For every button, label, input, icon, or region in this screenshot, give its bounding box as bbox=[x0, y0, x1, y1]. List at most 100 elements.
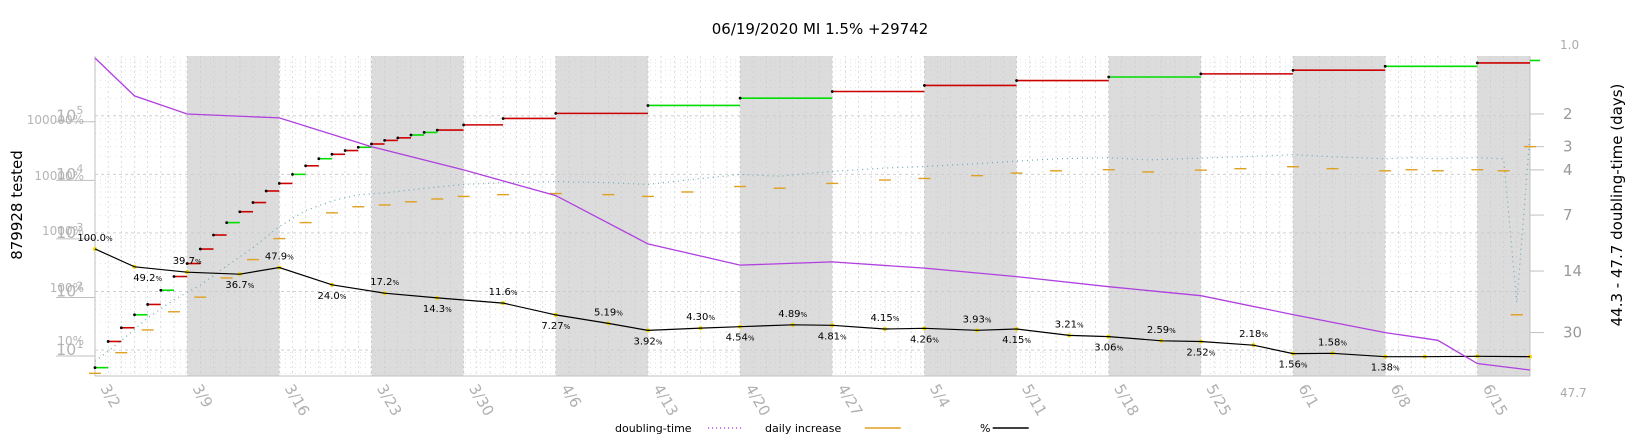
pct-data-label: 11.6% bbox=[489, 287, 518, 298]
pct-data-label: 14.3% bbox=[423, 304, 452, 315]
tested-point bbox=[462, 123, 466, 127]
y-left-pct-tick-label: 100000% bbox=[27, 113, 84, 127]
x-tick-label: 4/27 bbox=[834, 381, 866, 419]
y-left-pct-tick-label: 1000% bbox=[42, 224, 84, 238]
y-left-tick-label: 104 bbox=[56, 162, 83, 183]
legend: doubling-time daily increase% bbox=[615, 422, 1029, 435]
x-tick-label: 4/20 bbox=[742, 381, 774, 419]
x-tick-label: 6/1 bbox=[1295, 381, 1323, 411]
pct-data-label: 5.19% bbox=[594, 307, 623, 318]
y-right-tick-label: 4 bbox=[1563, 161, 1573, 179]
pct-data-label: 4.81% bbox=[818, 331, 847, 342]
pct-data-label: 4.26% bbox=[910, 334, 939, 345]
x-tick-label: 4/6 bbox=[557, 381, 585, 411]
pct-data-label: 3.93% bbox=[963, 314, 992, 325]
tested-point bbox=[1291, 68, 1295, 72]
tested-point bbox=[198, 247, 202, 251]
tested-point bbox=[146, 303, 150, 306]
tested-point bbox=[1015, 79, 1018, 82]
y-right-tick-label: 47.7 bbox=[1560, 386, 1587, 400]
tested-point bbox=[830, 90, 834, 93]
y-right-tick-label: 1.0 bbox=[1560, 38, 1579, 52]
y-left-pct-tick-label: 10% bbox=[57, 334, 84, 348]
pct-data-label: 1.56% bbox=[1279, 360, 1308, 371]
tested-point bbox=[172, 275, 176, 278]
pct-data-label: 4.54% bbox=[726, 333, 755, 344]
y-left-pct-tick-label: 100% bbox=[50, 281, 84, 295]
tested-point bbox=[923, 84, 926, 87]
tested-point bbox=[646, 104, 650, 107]
pct-data-label: 3.21% bbox=[1055, 319, 1084, 330]
x-tick-label: 3/2 bbox=[97, 381, 125, 411]
x-tick-label: 6/15 bbox=[1479, 381, 1511, 419]
y-right-tick-label: 14 bbox=[1563, 262, 1582, 280]
pct-data-label: 7.27% bbox=[541, 321, 570, 332]
legend-label-2: % bbox=[980, 422, 990, 435]
x-tick-label: 5/25 bbox=[1202, 381, 1234, 419]
legend-label-0: doubling-time bbox=[615, 422, 692, 435]
tested-point bbox=[422, 131, 426, 134]
tested-point bbox=[356, 145, 360, 149]
shaded-week-6-1 bbox=[1293, 56, 1386, 376]
tested-point bbox=[435, 128, 439, 132]
x-tick-label: 5/11 bbox=[1018, 381, 1050, 419]
pct-data-label: 36.7% bbox=[225, 280, 254, 291]
legend-label-1: daily increase bbox=[765, 422, 841, 435]
tested-point bbox=[264, 189, 268, 193]
tested-point bbox=[501, 117, 505, 120]
tested-point bbox=[304, 164, 308, 168]
pct-data-label: 4.89% bbox=[778, 309, 807, 320]
x-tick-label: 5/18 bbox=[1110, 381, 1142, 419]
y-right-tick-label: 30 bbox=[1563, 324, 1582, 342]
tested-point bbox=[1475, 61, 1479, 65]
pct-line bbox=[94, 248, 1531, 358]
y-left-pct-tick-label: 10000% bbox=[34, 169, 84, 183]
x-tick-label: 3/23 bbox=[373, 381, 405, 419]
shaded-week-3-9 bbox=[187, 56, 280, 376]
tested-point bbox=[119, 326, 123, 330]
pct-data-label: 3.06% bbox=[1094, 343, 1123, 354]
pct-data-label: 39.7% bbox=[173, 256, 202, 267]
tested-point bbox=[396, 136, 400, 140]
chart-title: 06/19/2020 MI 1.5% +29742 bbox=[712, 20, 929, 38]
shaded-week-4-20 bbox=[740, 56, 833, 376]
tested-point bbox=[291, 172, 294, 176]
tested-point bbox=[330, 152, 334, 156]
pct-data-label: 4.30% bbox=[686, 312, 715, 323]
tested-point bbox=[1107, 75, 1111, 79]
pct-data-label: 4.15% bbox=[870, 313, 899, 324]
y-right-tick-label: 7 bbox=[1563, 206, 1573, 224]
tested-point bbox=[554, 111, 558, 115]
tested-point bbox=[343, 149, 347, 152]
pct-data-label: 24.0% bbox=[318, 291, 347, 302]
tested-point bbox=[106, 340, 110, 343]
tested-point bbox=[1199, 72, 1203, 76]
y-left-tick-label: 101 bbox=[56, 338, 83, 359]
series-layer bbox=[89, 57, 1540, 375]
pct-data-label: 47.9% bbox=[265, 251, 294, 262]
x-tick-label: 3/9 bbox=[189, 381, 217, 411]
x-tick-label: 4/13 bbox=[649, 381, 681, 419]
tested-point bbox=[1383, 64, 1387, 68]
tested-point bbox=[317, 157, 321, 161]
x-tick-label: 3/16 bbox=[281, 381, 313, 419]
tested-point bbox=[185, 262, 189, 265]
y-left-tick-label: 103 bbox=[56, 221, 83, 242]
label-layer: 100.0% 49.2% 39.7% 36.7% 47.9% 24.0% 17.2% 14.3… bbox=[77, 233, 1400, 374]
pct-data-label: 2.18% bbox=[1239, 329, 1268, 340]
pct-data-label: 100.0% bbox=[77, 233, 113, 244]
tested-point bbox=[738, 96, 742, 100]
shaded-week-3-23 bbox=[371, 56, 464, 376]
tested-point bbox=[225, 221, 229, 224]
pct-data-label: 49.2% bbox=[133, 273, 162, 284]
tested-point bbox=[383, 139, 387, 142]
pct-data-label: 3.92% bbox=[633, 336, 662, 347]
tested-point bbox=[159, 288, 163, 292]
pct-data-label: 2.52% bbox=[1186, 348, 1215, 359]
y-left-tick-label: 105 bbox=[56, 104, 83, 125]
tested-point bbox=[409, 133, 413, 137]
tested-point bbox=[238, 210, 242, 214]
pct-data-label: 17.2% bbox=[370, 277, 399, 288]
